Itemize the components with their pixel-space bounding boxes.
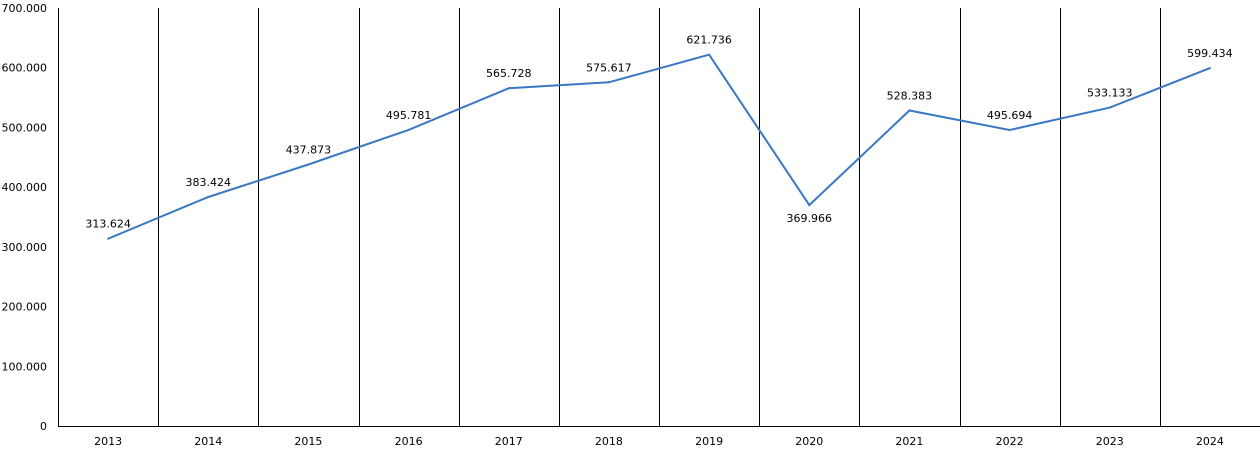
data-label-2020: 369.966 bbox=[787, 212, 833, 225]
data-label-2015: 437.873 bbox=[286, 144, 332, 157]
data-label-2014: 383.424 bbox=[186, 176, 232, 189]
data-label-2021: 528.383 bbox=[887, 89, 933, 102]
data-label-2017: 565.728 bbox=[486, 67, 532, 80]
data-point-2019 bbox=[708, 53, 711, 56]
data-point-2020 bbox=[808, 204, 811, 207]
data-point-2017 bbox=[507, 87, 510, 90]
y-tick-label: 200.000 bbox=[2, 301, 48, 314]
axes-layer bbox=[58, 8, 1260, 427]
x-tick-label: 2020 bbox=[795, 435, 823, 448]
y-tick-label: 0 bbox=[40, 420, 47, 433]
y-tick-label: 600.000 bbox=[2, 62, 48, 75]
y-tick-label: 300.000 bbox=[2, 241, 48, 254]
grid-layer bbox=[158, 8, 1161, 426]
data-point-2022 bbox=[1008, 128, 1011, 131]
data-label-2018: 575.617 bbox=[586, 61, 632, 74]
data-point-2015 bbox=[307, 163, 310, 166]
x-tick-label: 2016 bbox=[395, 435, 423, 448]
y-tick-label: 400.000 bbox=[2, 181, 48, 194]
data-point-2014 bbox=[207, 196, 210, 199]
data-label-2022: 495.694 bbox=[987, 109, 1033, 122]
y-tick-label: 100.000 bbox=[2, 360, 48, 373]
data-point-2018 bbox=[607, 81, 610, 84]
data-point-2021 bbox=[908, 109, 911, 112]
data-label-2016: 495.781 bbox=[386, 109, 432, 122]
x-tick-label: 2018 bbox=[595, 435, 623, 448]
y-tick-label: 700.000 bbox=[2, 2, 48, 15]
data-label-2024: 599.434 bbox=[1187, 47, 1233, 60]
x-tick-label: 2021 bbox=[895, 435, 923, 448]
data-point-2023 bbox=[1108, 106, 1111, 109]
data-labels: 313.624 383.424 437.873 495.781 565.728 575.6… bbox=[85, 34, 1232, 231]
y-tick-labels: 0 100.000 200.000 300.000 400.000 500.000 600.… bbox=[2, 2, 48, 433]
data-label-2023: 533.133 bbox=[1087, 87, 1133, 100]
y-tick-label: 500.000 bbox=[2, 121, 48, 134]
x-tick-label: 2013 bbox=[94, 435, 122, 448]
x-tick-labels: 2013 2014 2015 2016 2017 2018 2019 2020 2021 2022… bbox=[94, 435, 1224, 448]
x-tick-label: 2022 bbox=[996, 435, 1024, 448]
x-tick-label: 2015 bbox=[294, 435, 322, 448]
data-point-2016 bbox=[407, 128, 410, 131]
data-label-2019: 621.736 bbox=[686, 34, 732, 47]
series-line bbox=[107, 53, 1211, 240]
data-point-2024 bbox=[1208, 67, 1211, 70]
x-tick-label: 2024 bbox=[1196, 435, 1224, 448]
data-point-2013 bbox=[107, 237, 110, 240]
x-tick-label: 2017 bbox=[495, 435, 523, 448]
x-tick-label: 2019 bbox=[695, 435, 723, 448]
x-tick-label: 2014 bbox=[194, 435, 222, 448]
data-label-2013: 313.624 bbox=[85, 218, 131, 231]
x-tick-label: 2023 bbox=[1096, 435, 1124, 448]
series-layer bbox=[107, 53, 1211, 240]
